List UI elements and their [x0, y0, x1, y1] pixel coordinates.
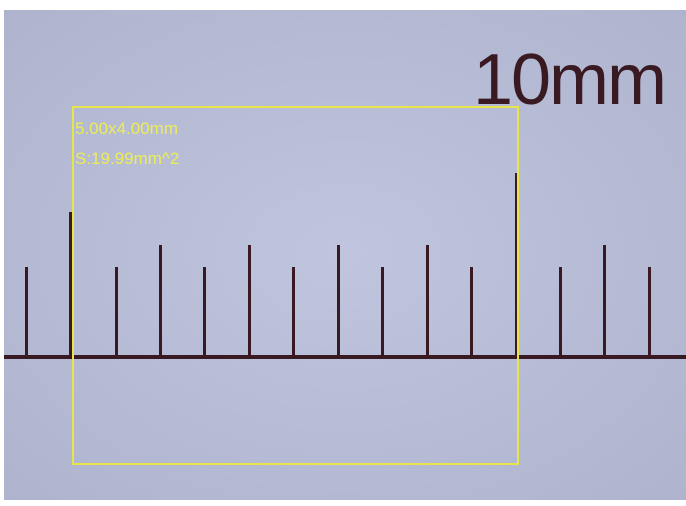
ruler-tick: [515, 173, 518, 357]
measurement-box: [72, 106, 519, 465]
ruler-photo: [4, 10, 686, 500]
ruler-tick: [337, 245, 340, 357]
ruler-tick: [69, 212, 72, 357]
measurement-area: S:19.99mm^2: [75, 149, 179, 168]
ruler-tick: [159, 245, 162, 357]
ruler-tick: [648, 267, 651, 357]
ruler-tick: [292, 267, 295, 357]
ruler-tick: [559, 267, 562, 357]
ruler-tick: [248, 245, 251, 357]
ruler-tick: [426, 245, 429, 357]
ruler-tick: [115, 267, 118, 357]
ruler-tick: [25, 267, 28, 357]
ruler-tick: [470, 267, 473, 357]
ruler-tick: [203, 267, 206, 357]
ruler-tick: [603, 245, 606, 357]
measurement-dimensions: 5.00x4.00mm: [75, 119, 178, 138]
ruler-scale: [4, 173, 686, 359]
ruler-baseline: [4, 355, 686, 359]
ruler-tick: [381, 267, 384, 357]
